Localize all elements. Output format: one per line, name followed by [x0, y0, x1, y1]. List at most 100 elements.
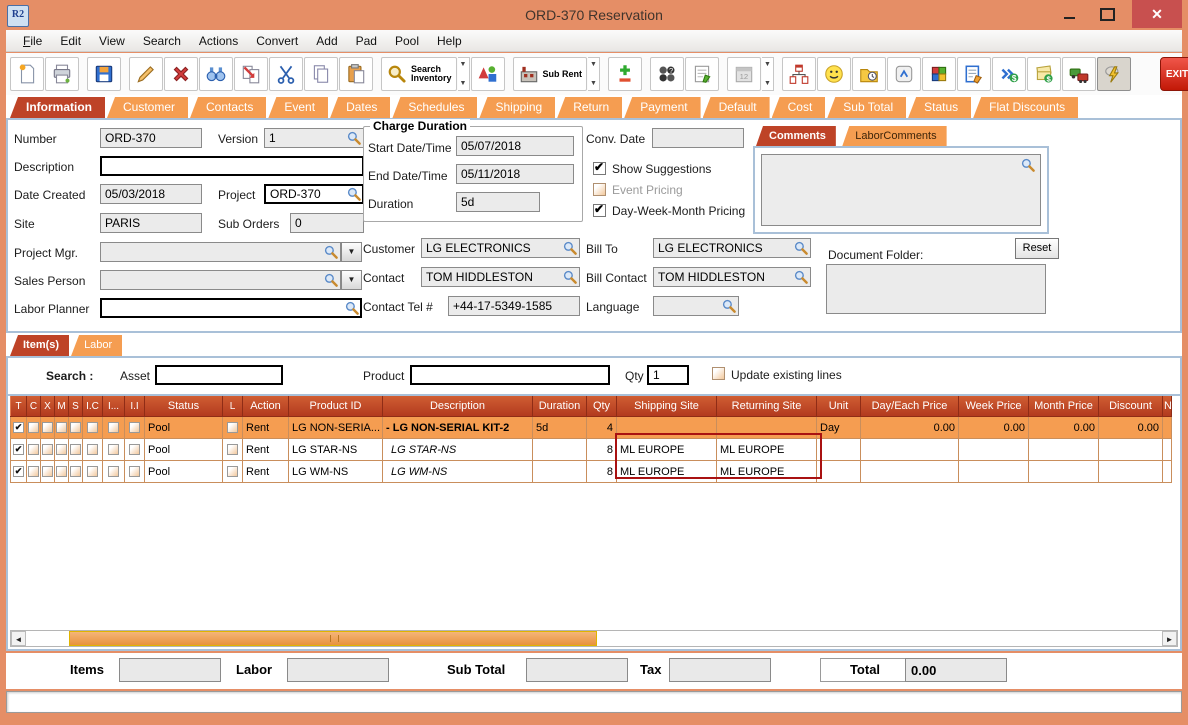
menu-file[interactable]: File — [23, 33, 43, 48]
row-checkbox[interactable] — [56, 466, 67, 478]
cell-returning-site[interactable]: ML EUROPE — [716, 460, 817, 483]
row-checkbox[interactable] — [108, 422, 119, 434]
notepad-button[interactable] — [685, 57, 720, 91]
cell-shipping-site[interactable]: ML EUROPE — [616, 438, 717, 461]
org-chart-button[interactable] — [782, 57, 817, 91]
cell-returning-site[interactable] — [716, 416, 817, 439]
show-suggestions-checkbox[interactable] — [593, 160, 606, 175]
folder-clock-button[interactable] — [852, 57, 887, 91]
copy-button[interactable] — [304, 57, 338, 91]
row-checkbox[interactable] — [129, 466, 140, 478]
cell-month-price[interactable]: 0.00 — [1028, 416, 1099, 439]
row-checkbox[interactable] — [42, 466, 53, 478]
add-line-button[interactable] — [608, 57, 643, 91]
menu-actions[interactable]: Actions — [198, 33, 239, 48]
edit-button[interactable] — [129, 57, 163, 91]
table-row[interactable]: Pool Rent LG NON-SERIA... - LG NON-SERIA… — [10, 416, 1172, 439]
sales-person-dropdown[interactable]: ▼ — [341, 270, 362, 290]
calendar-dropdown[interactable]: ▼ ▼ — [762, 57, 775, 91]
row-checkbox[interactable] — [129, 444, 140, 456]
scrollbar-thumb[interactable] — [69, 631, 597, 646]
cell-day-each-price[interactable] — [860, 438, 959, 461]
cell-qty[interactable]: 8 — [586, 460, 617, 483]
maximize-button[interactable] — [1092, 0, 1122, 28]
menu-help[interactable]: Help — [437, 33, 462, 48]
convert-money-button[interactable]: $ — [992, 57, 1027, 91]
calendar-button[interactable]: 12 — [727, 57, 762, 91]
menu-search[interactable]: Search — [142, 33, 181, 48]
search-inventory-button[interactable]: Search Inventory — [381, 57, 457, 91]
print-button[interactable] — [45, 57, 79, 91]
row-checkbox[interactable] — [28, 422, 39, 434]
language-search-icon[interactable] — [722, 299, 736, 313]
lightning-button[interactable] — [1097, 57, 1132, 91]
row-checkbox-t[interactable] — [13, 466, 24, 478]
sub-rent-button[interactable]: Sub Rent — [512, 57, 588, 91]
row-checkbox[interactable] — [87, 466, 98, 478]
shapes-button[interactable] — [470, 57, 505, 91]
row-checkbox[interactable] — [108, 444, 119, 456]
row-checkbox-t[interactable] — [13, 422, 24, 434]
new-document-button[interactable] — [10, 57, 44, 91]
cell-week-price[interactable]: 0.00 — [958, 416, 1029, 439]
project-mgr-search-icon[interactable] — [324, 245, 338, 259]
tab-cost[interactable]: Cost — [771, 97, 826, 118]
cell-ne[interactable] — [1162, 416, 1172, 439]
cell-shipping-site[interactable]: ML EUROPE — [616, 460, 717, 483]
transfer-button[interactable] — [234, 57, 268, 91]
tab-sub-total[interactable]: Sub Total — [827, 97, 907, 118]
row-checkbox[interactable] — [56, 422, 67, 434]
exit-button[interactable]: EXIT — [1160, 57, 1188, 91]
search-inventory-dropdown[interactable]: ▼ ▼ — [457, 57, 470, 91]
tab-status[interactable]: Status — [908, 97, 972, 118]
pool-circles-button[interactable]: ? — [650, 57, 685, 91]
tab-labor-comments[interactable]: LaborComments — [842, 126, 947, 146]
tab-shipping[interactable]: Shipping — [479, 97, 556, 118]
row-checkbox[interactable] — [87, 444, 98, 456]
vehicles-button[interactable] — [1062, 57, 1097, 91]
version-search-icon[interactable] — [347, 131, 361, 145]
row-checkbox[interactable] — [70, 422, 81, 434]
tab-information[interactable]: Information — [10, 97, 105, 118]
project-mgr-dropdown[interactable]: ▼ — [341, 242, 362, 262]
keyboard-key-button[interactable] — [887, 57, 922, 91]
cell-day-each-price[interactable] — [860, 460, 959, 483]
tab-flat-discounts[interactable]: Flat Discounts — [973, 97, 1079, 118]
cell-week-price[interactable] — [958, 438, 1029, 461]
cell-unit[interactable] — [816, 460, 861, 483]
menu-pool[interactable]: Pool — [394, 33, 420, 48]
tab-default[interactable]: Default — [702, 97, 770, 118]
cell-description[interactable]: LG STAR-NS — [382, 438, 533, 461]
bill-to-search-icon[interactable] — [794, 241, 808, 255]
sub-rent-dropdown[interactable]: ▼ ▼ — [588, 57, 601, 91]
cell-product-id[interactable]: LG WM-NS — [288, 460, 383, 483]
tab-items[interactable]: Item(s) — [10, 335, 70, 356]
smiley-button[interactable] — [817, 57, 852, 91]
delete-button[interactable] — [164, 57, 198, 91]
cell-action[interactable]: Rent — [242, 460, 289, 483]
row-checkbox[interactable] — [129, 422, 140, 434]
cut-button[interactable] — [269, 57, 303, 91]
cell-duration[interactable] — [532, 460, 587, 483]
cell-month-price[interactable] — [1028, 438, 1099, 461]
horizontal-scrollbar[interactable]: ◄ ► — [10, 630, 1178, 647]
cell-action[interactable]: Rent — [242, 416, 289, 439]
dwm-pricing-checkbox[interactable] — [593, 202, 606, 217]
comments-textarea[interactable] — [761, 154, 1041, 226]
edit-note-button[interactable] — [957, 57, 992, 91]
paste-button[interactable] — [339, 57, 373, 91]
row-checkbox-l[interactable] — [227, 422, 238, 434]
project-search-icon[interactable] — [347, 187, 361, 201]
labor-planner-search-icon[interactable] — [345, 301, 359, 315]
document-folder-box[interactable] — [826, 264, 1046, 314]
menu-edit[interactable]: Edit — [60, 33, 82, 48]
tab-customer[interactable]: Customer — [107, 97, 189, 118]
money-notes-button[interactable]: $ — [1027, 57, 1062, 91]
find-button[interactable] — [199, 57, 233, 91]
cell-duration[interactable]: 5d — [532, 416, 587, 439]
menu-add[interactable]: Add — [316, 33, 338, 48]
menu-convert[interactable]: Convert — [256, 33, 299, 48]
cubes-button[interactable] — [922, 57, 957, 91]
update-existing-checkbox[interactable] — [712, 367, 725, 380]
cell-status[interactable]: Pool — [144, 460, 223, 483]
